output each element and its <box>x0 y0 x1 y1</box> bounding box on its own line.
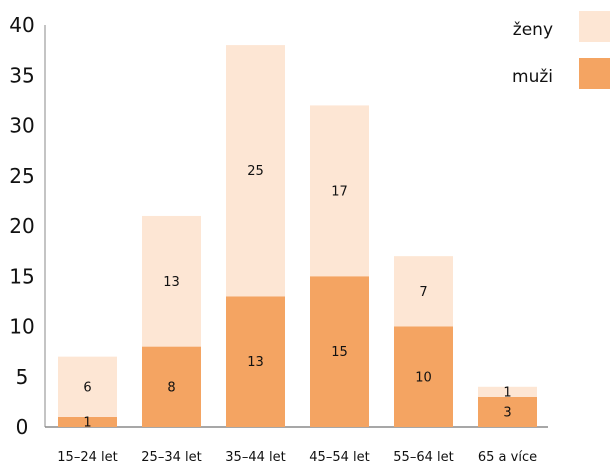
bar-muzi <box>478 396 537 427</box>
y-tick-label: 35 <box>9 63 34 87</box>
bar-muzi <box>394 326 453 427</box>
x-category-label: 55–64 let <box>393 450 453 462</box>
x-category-label: 25–34 let <box>141 450 201 462</box>
x-category-label: 35–44 let <box>225 450 285 462</box>
legend-label: ženy <box>513 20 553 40</box>
value-labels-layer: 1 6 8 13 13 25 15 17 10 7 3 1 <box>83 164 511 430</box>
bar-zeny <box>142 215 201 347</box>
bar-value-label: 25 <box>247 164 264 179</box>
bars-layer <box>58 45 537 427</box>
bar-muzi <box>142 346 201 427</box>
y-tick-label: 5 <box>16 365 29 389</box>
y-tick-label: 40 <box>9 13 34 37</box>
bar-value-label: 15 <box>331 345 348 360</box>
bar-zeny <box>226 45 285 297</box>
legend-label: muži <box>512 67 553 87</box>
bar-value-label: 3 <box>503 405 511 420</box>
bar-value-label: 17 <box>331 184 348 199</box>
bar-value-label: 7 <box>419 285 427 300</box>
bar-zeny <box>58 356 117 417</box>
bar-value-label: 1 <box>503 385 511 400</box>
legend-swatch <box>579 58 610 89</box>
y-tick-label: 30 <box>9 114 34 138</box>
bar-muzi <box>58 416 117 427</box>
bar-value-label: 13 <box>247 355 264 370</box>
y-tick-label: 20 <box>9 214 34 238</box>
bar-value-label: 6 <box>83 380 91 395</box>
bar-muzi <box>310 276 369 427</box>
bar-value-label: 13 <box>163 275 180 290</box>
legend: ženy muži <box>512 11 610 89</box>
y-ticks-layer: 0 5 10 15 20 25 30 35 40 <box>9 13 34 439</box>
bar-zeny <box>394 256 453 327</box>
bar-zeny <box>478 386 537 397</box>
category-labels-layer: 15–24 let 25–34 let 35–44 let 45–54 let 55–6… <box>57 450 537 462</box>
y-tick-label: 25 <box>9 164 34 188</box>
x-category-label: 65 a více <box>478 450 537 462</box>
x-category-label: 45–54 let <box>309 450 369 462</box>
bar-value-label: 8 <box>167 380 175 395</box>
bar-zeny <box>310 105 369 277</box>
x-category-label: 15–24 let <box>57 450 117 462</box>
bar-value-label: 10 <box>415 370 432 385</box>
y-tick-label: 10 <box>9 315 34 339</box>
bar-muzi <box>226 296 285 427</box>
y-tick-label: 15 <box>9 264 34 288</box>
bar-value-label: 1 <box>83 415 91 430</box>
y-tick-label: 0 <box>16 415 29 439</box>
legend-swatch <box>579 11 610 42</box>
